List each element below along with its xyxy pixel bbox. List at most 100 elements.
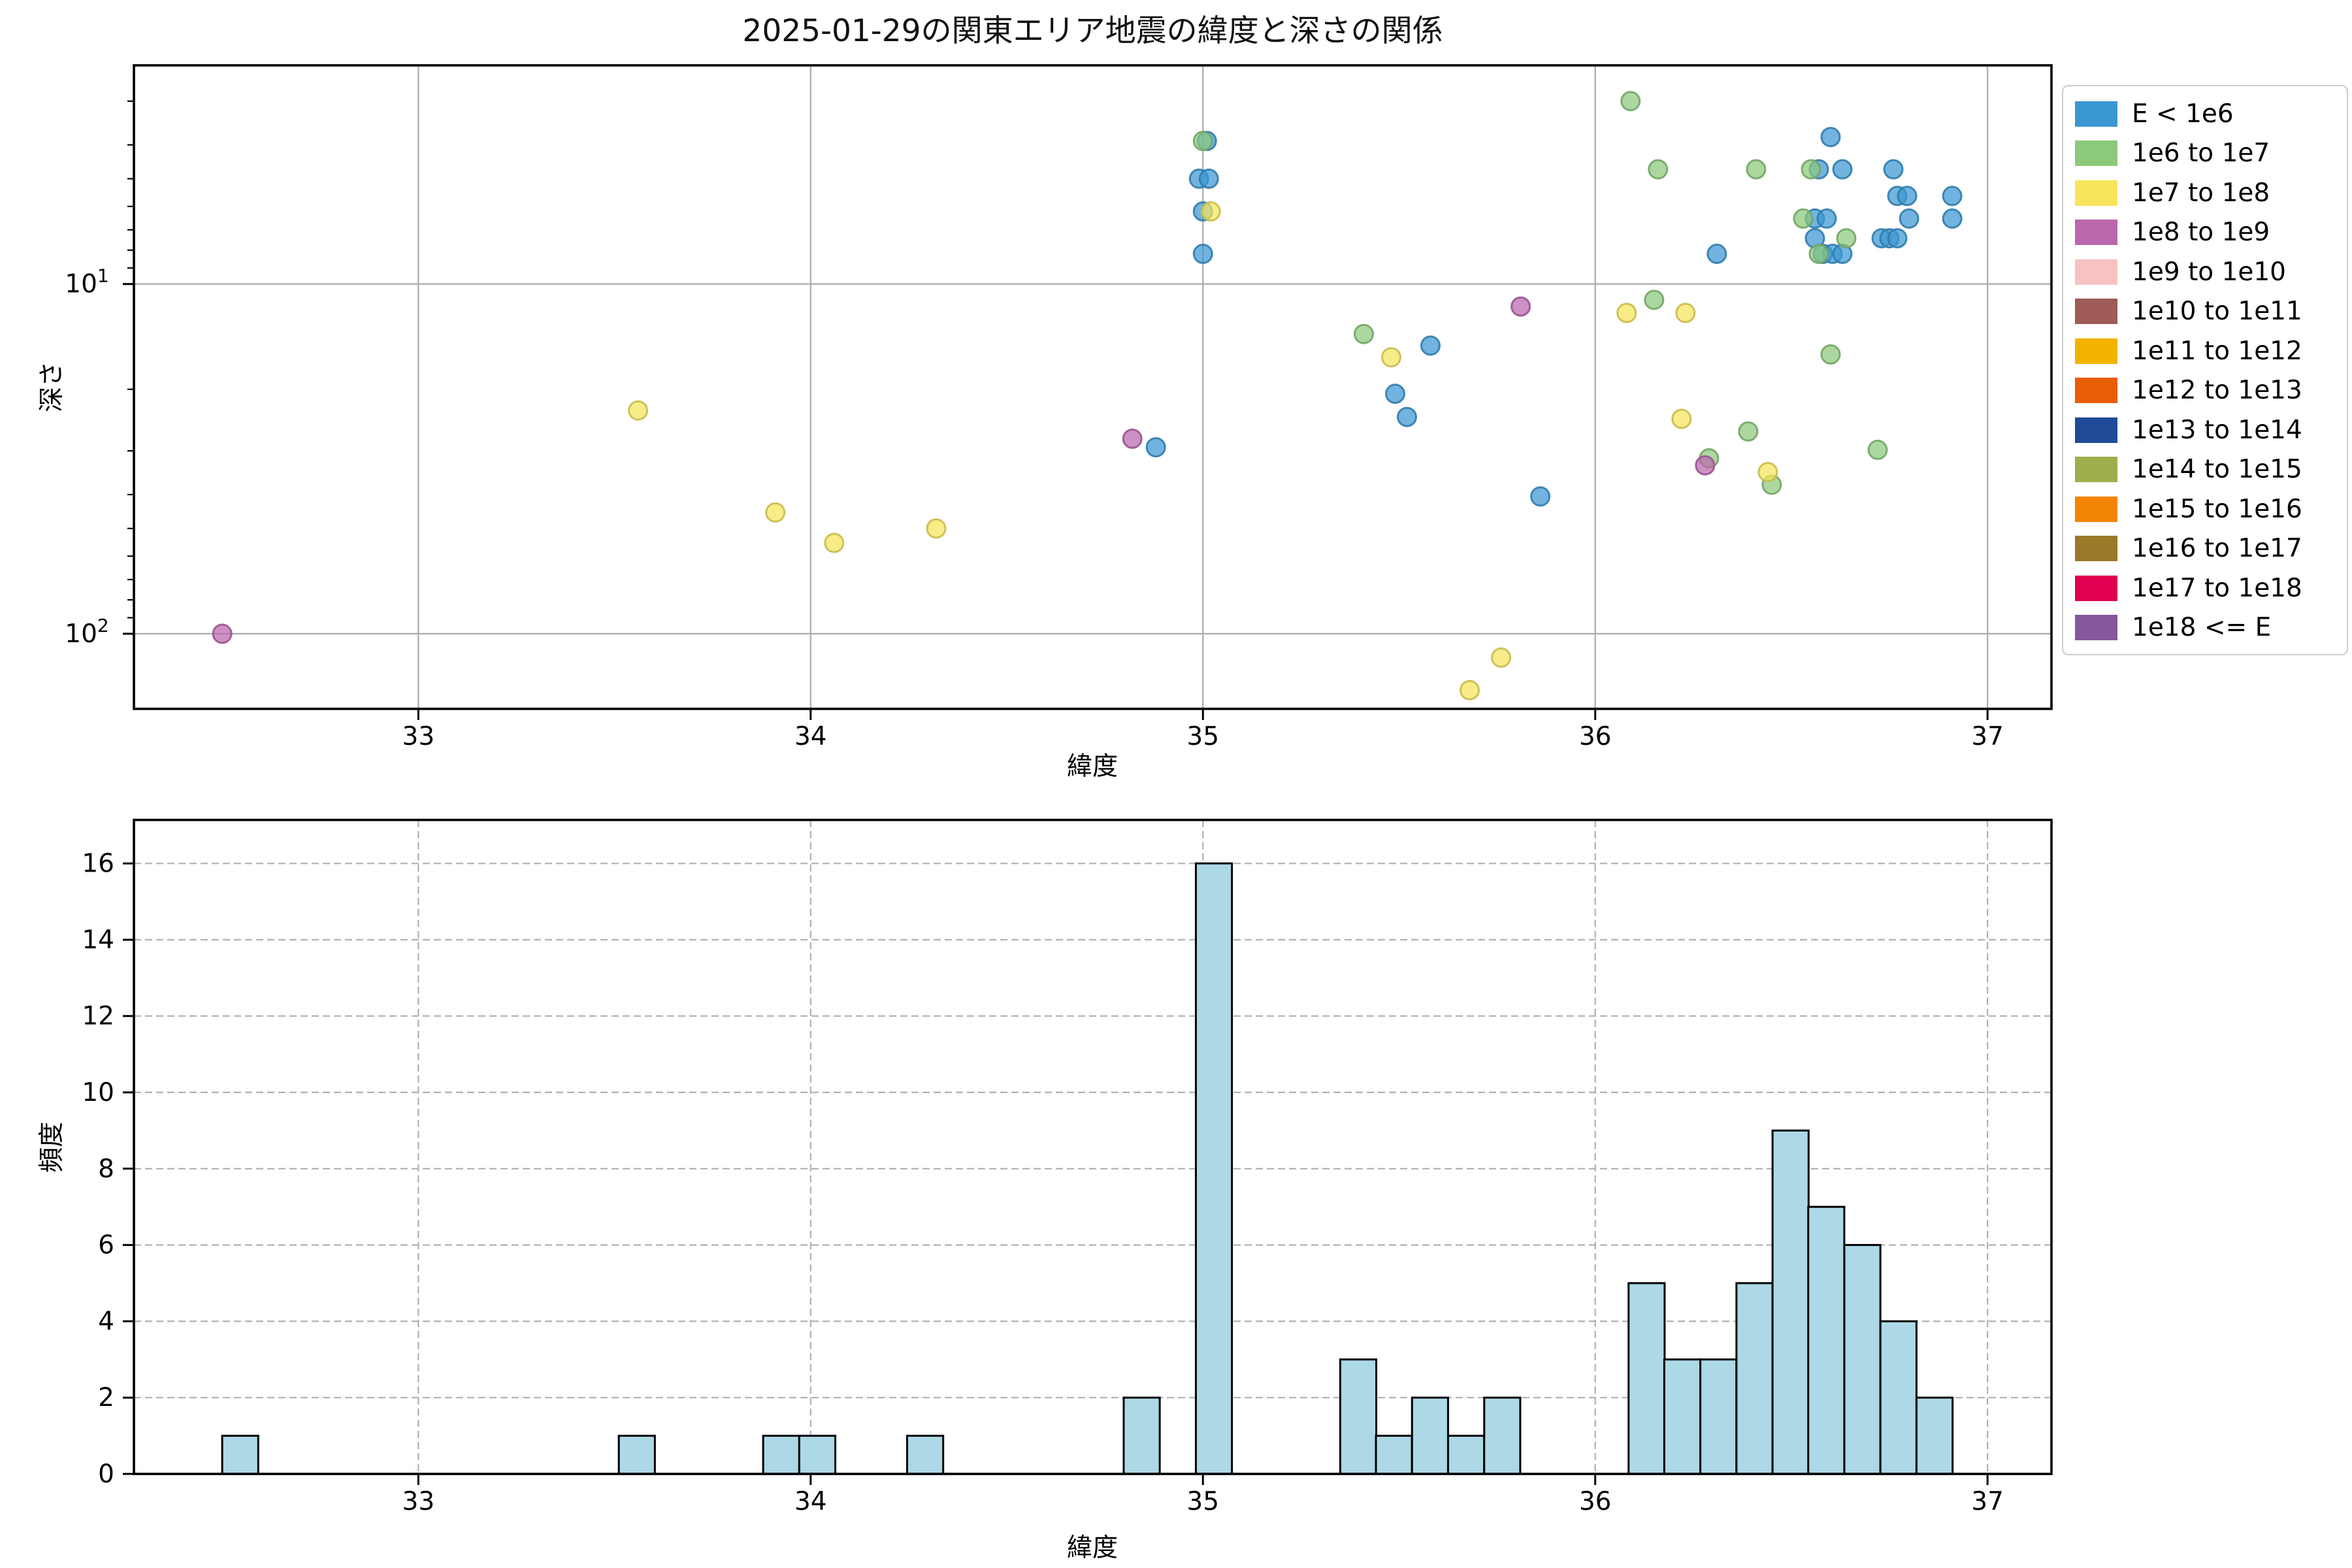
hist-ylabel: 頻度 — [37, 1121, 67, 1173]
scatter-point — [1530, 486, 1551, 507]
scatter-point — [1832, 159, 1853, 180]
histogram-bar — [1843, 1244, 1882, 1475]
scatter-point — [1808, 244, 1829, 265]
legend-item: 1e6 to 1e7 — [2063, 134, 2347, 174]
x-tick-label: 36 — [1579, 1487, 1612, 1516]
scatter-point — [1491, 647, 1512, 668]
scatter-xlabel: 緯度 — [1066, 752, 1119, 781]
scatter-point — [1648, 159, 1669, 180]
legend-swatch — [2075, 457, 2117, 483]
scatter-point — [1200, 201, 1221, 222]
legend-swatch — [2075, 615, 2117, 641]
histogram-bar — [1915, 1396, 1954, 1475]
x-tick-label: 33 — [402, 1487, 435, 1516]
scatter-point — [1192, 131, 1213, 152]
y-tick-label: 6 — [98, 1231, 114, 1260]
scatter-point — [1695, 455, 1716, 476]
scatter-point — [1867, 440, 1888, 461]
y-tick-label: 14 — [82, 925, 114, 955]
legend-item: 1e12 to 1e13 — [2063, 371, 2347, 411]
legend-label: 1e9 to 1e10 — [2132, 257, 2286, 287]
scatter-point — [1353, 323, 1374, 344]
histogram-plot: 33 34 35 36 37 0 2 4 6 8 10 12 14 16 — [82, 819, 2053, 1516]
scatter-point — [1887, 228, 1908, 249]
histogram-bar — [1122, 1396, 1161, 1475]
legend-label: 1e13 to 1e14 — [2132, 415, 2302, 445]
legend-label: 1e14 to 1e15 — [2132, 455, 2302, 485]
histogram-bar — [1339, 1358, 1378, 1475]
legend-swatch — [2075, 180, 2117, 206]
x-tick-label: 34 — [794, 722, 827, 751]
legend-label: 1e8 to 1e9 — [2132, 218, 2270, 248]
scatter-point — [1644, 289, 1665, 310]
legend-label: 1e16 to 1e17 — [2132, 534, 2302, 564]
x-tick-label: 37 — [1971, 1487, 2004, 1516]
scatter-point — [1192, 244, 1213, 265]
legend-item: 1e8 to 1e9 — [2063, 213, 2347, 253]
scatter-plot: 33 34 35 36 37 101 102 — [65, 64, 2053, 751]
legend-swatch — [2075, 140, 2117, 167]
legend-label: 1e18 <= E — [2132, 613, 2272, 643]
histogram-bar — [1194, 862, 1233, 1475]
scatter-point — [926, 518, 947, 539]
hist-spines — [133, 819, 2053, 1475]
scatter-point — [1793, 208, 1814, 229]
legend-item: 1e14 to 1e15 — [2063, 450, 2347, 490]
scatter-point — [1616, 302, 1637, 323]
x-tick-label: 36 — [1579, 722, 1612, 751]
scatter-point — [212, 623, 233, 644]
y-tick-label: 16 — [82, 849, 114, 879]
scatter-point — [1620, 91, 1641, 112]
histogram-bar — [906, 1435, 945, 1475]
histogram-bar — [1699, 1358, 1738, 1475]
scatter-point — [1757, 462, 1778, 483]
legend-swatch — [2075, 378, 2117, 404]
legend-label: 1e12 to 1e13 — [2132, 376, 2302, 406]
x-tick-label: 35 — [1186, 722, 1219, 751]
legend-item: E < 1e6 — [2063, 94, 2347, 134]
x-tick-label: 34 — [794, 1487, 827, 1516]
histogram-bar — [1483, 1396, 1522, 1475]
legend-item: 1e7 to 1e8 — [2063, 173, 2347, 213]
legend-item: 1e10 to 1e11 — [2063, 292, 2347, 332]
hist-xlabel: 緯度 — [1066, 1533, 1119, 1563]
series-E < 1e6 — [1145, 127, 1963, 507]
scatter-spines — [133, 64, 2053, 710]
legend-swatch — [2075, 575, 2117, 601]
series-1e8 to 1e9 — [212, 296, 1716, 644]
scatter-point — [1396, 406, 1417, 427]
legend-item: 1e17 to 1e18 — [2063, 568, 2347, 608]
legend-label: 1e7 to 1e8 — [2132, 178, 2270, 208]
scatter-point — [1460, 679, 1480, 700]
y-tick-label: 101 — [65, 265, 108, 299]
scatter-point — [1942, 208, 1963, 229]
legend-label: 1e6 to 1e7 — [2132, 139, 2270, 169]
legend-label: E < 1e6 — [2132, 99, 2234, 129]
scatter-point — [1671, 408, 1692, 429]
y-tick-label: 8 — [98, 1154, 114, 1184]
scatter-point — [1380, 347, 1401, 368]
y-tick-label: 10 — [82, 1078, 114, 1107]
legend: E < 1e6 1e6 to 1e7 1e7 to 1e8 1e8 to 1e9 1e9… — [2062, 85, 2348, 655]
histogram-bar — [1627, 1282, 1666, 1475]
scatter-point — [1675, 302, 1696, 323]
legend-swatch — [2075, 536, 2117, 562]
scatter-ylabel: 深さ — [37, 361, 67, 413]
scatter-point — [1801, 159, 1821, 180]
legend-swatch — [2075, 259, 2117, 285]
histogram-bar — [798, 1435, 837, 1475]
histogram-bar — [1411, 1396, 1449, 1475]
x-tick-label: 37 — [1971, 722, 2004, 751]
scatter-point — [1420, 335, 1441, 356]
scatter-point — [1820, 344, 1841, 365]
scatter-point — [1820, 127, 1841, 148]
histogram-bar — [1735, 1282, 1774, 1475]
legend-swatch — [2075, 417, 2117, 443]
y-tick-label: 4 — [98, 1307, 114, 1336]
scatter-point — [765, 502, 786, 523]
series-1e7 to 1e8 — [628, 201, 1778, 700]
histogram-bar — [221, 1435, 259, 1475]
histogram-bar — [617, 1435, 656, 1475]
